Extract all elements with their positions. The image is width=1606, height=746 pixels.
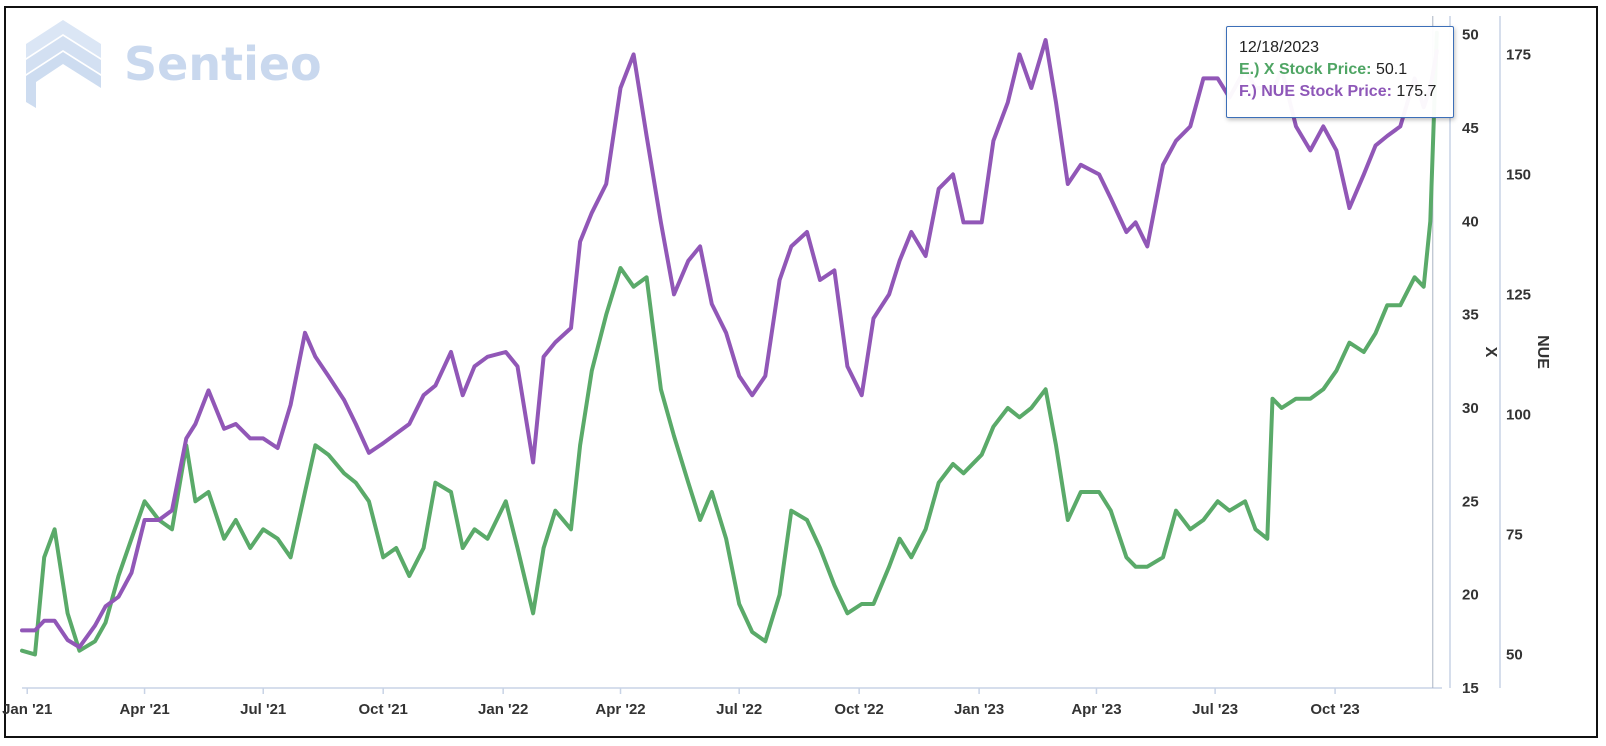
tooltip-x-row: E.) X Stock Price: 50.1: [1239, 59, 1441, 81]
y-tick-label-x: 35: [1462, 307, 1479, 324]
logo-text: Sentieo: [124, 37, 322, 91]
logo-mark-mid: [26, 36, 101, 74]
x-tick-label: Jan '23: [954, 701, 1004, 718]
x-tick-label: Oct '23: [1310, 701, 1359, 718]
x-tick-label: Jul '22: [716, 701, 762, 718]
y-axis-title-nue: NUE: [1534, 335, 1551, 369]
y-tick-label-nue: 75: [1506, 526, 1523, 543]
y-tick-label-nue: 125: [1506, 286, 1531, 303]
y-tick-label-x: 45: [1462, 120, 1479, 137]
y-tick-label-x: 50: [1462, 27, 1479, 44]
chart-frame: [4, 6, 1598, 738]
logo-mark-bottom: [26, 52, 101, 108]
y-tick-label-nue: 100: [1506, 406, 1531, 423]
axes: Jan '21 Apr '21 Jul '21 Oct '21 Jan '22 Apr '…: [2, 16, 1551, 718]
logo-mark-top: [26, 20, 101, 58]
tooltip-nue-label: F.) NUE Stock Price:: [1239, 83, 1392, 100]
y-tick-label-x: 30: [1462, 400, 1479, 417]
x-tick-label: Apr '23: [1071, 701, 1121, 718]
y-tick-label-x: 40: [1462, 213, 1479, 230]
y-tick-label-nue: 150: [1506, 166, 1531, 183]
x-tick-label: Jan '22: [478, 701, 528, 718]
x-tick-label: Jan '21: [2, 701, 52, 718]
x-tick-label: Oct '22: [834, 701, 883, 718]
x-tick-label: Jul '21: [240, 701, 286, 718]
x-tick-label: Apr '22: [595, 701, 645, 718]
x-tick-label: Jul '23: [1192, 701, 1238, 718]
y-tick-label-x: 20: [1462, 587, 1479, 604]
sentieo-logo: Sentieo: [26, 20, 322, 108]
y-tick-label-nue: 175: [1506, 46, 1531, 63]
tooltip-nue-value: 175.7: [1396, 83, 1437, 100]
y-axis-title-x: X: [1482, 347, 1499, 358]
series-line-nue: [20, 38, 1439, 650]
x-tick-label: Apr '21: [119, 701, 169, 718]
y-tick-label-x: 15: [1462, 680, 1479, 697]
y-tick-label-x: 25: [1462, 493, 1479, 510]
series-line-x: [20, 30, 1439, 657]
tooltip-date: 12/18/2023: [1239, 39, 1320, 56]
tooltip-x-label: E.) X Stock Price:: [1239, 61, 1372, 78]
hover-tooltip: 12/18/2023 E.) X Stock Price: 50.1 F.) N…: [1226, 26, 1454, 118]
tooltip-x-value: 50.1: [1375, 61, 1408, 78]
y-tick-label-nue: 50: [1506, 646, 1523, 663]
tooltip-nue-row: F.) NUE Stock Price: 175.7: [1239, 81, 1441, 103]
series-layer: [20, 30, 1439, 657]
x-tick-label: Oct '21: [358, 701, 407, 718]
